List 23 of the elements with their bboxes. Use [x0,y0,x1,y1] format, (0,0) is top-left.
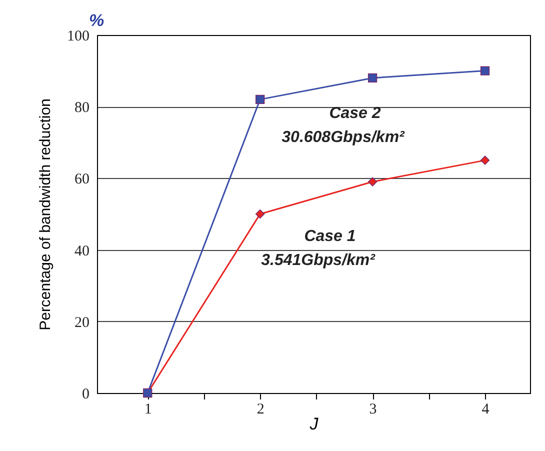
annotation: 3.541Gbps/km² [261,252,376,269]
x-axis-title: J [308,414,319,434]
x-tick-label: 3 [369,402,377,418]
y-tick-label: 40 [74,243,90,260]
point [480,66,490,76]
text: % [89,11,104,30]
point [255,94,265,104]
point [368,73,378,83]
y-axis-title: Percentage of bandwidth reduction [37,98,54,330]
y-tick-label: 100 [67,28,90,44]
y-tick-label: 80 [74,100,90,116]
point [368,177,378,186]
point [255,209,265,219]
x-tick-label: 2 [256,402,264,418]
annotation: 30.608Gbps/km² [282,129,406,146]
y-tick-label: 60 [74,172,90,188]
point [480,156,490,165]
y-tick-label: 0 [82,386,90,402]
series-label: Case 1 [304,228,356,245]
x-tick-label: 1 [144,402,152,418]
y-tick-label: 20 [74,314,90,331]
x-tick-label: 4 [482,402,490,418]
series-label: Case 2 [329,105,381,122]
